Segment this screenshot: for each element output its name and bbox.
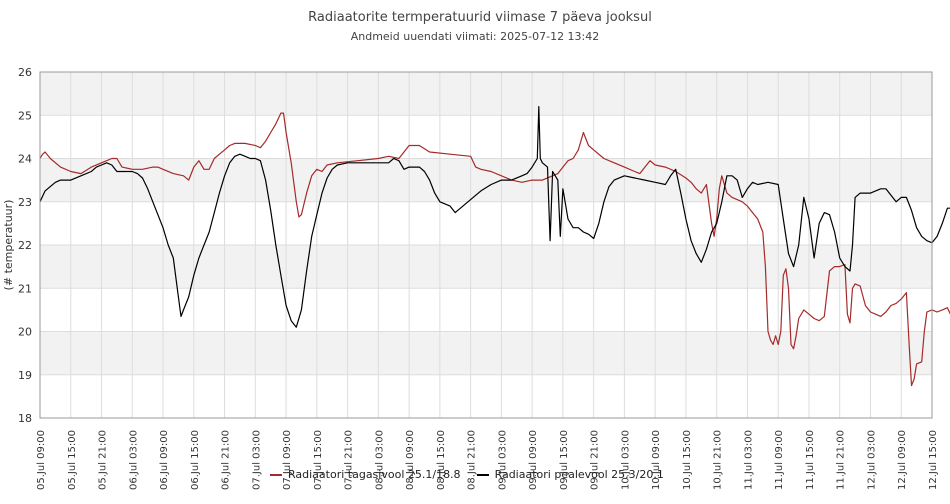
x-tick-label: 11.Jul 03:00 [743,430,754,490]
chart-subtitle: Andmeid uuendati viimati: 2025-07-12 13:… [351,30,600,43]
y-tick-label: 21 [18,282,32,295]
chart-title: Radiaatorite termperatuurid viimase 7 pä… [308,10,652,25]
x-tick-label: 10.Jul 03:00 [620,430,631,490]
x-tick-label: 06.Jul 09:00 [159,430,170,490]
plot-band [40,245,932,289]
x-tick-label: 08.Jul 15:00 [436,430,447,490]
y-tick-label: 19 [18,369,32,382]
x-tick-label: 09.Jul 15:00 [559,430,570,490]
x-tick-label: 08.Jul 09:00 [405,430,416,490]
legend-item[interactable]: Radiaatori tagasivool 25.1/18.8 [270,468,461,481]
plot-band [40,331,932,375]
plot-band [40,158,932,202]
x-tick-label: 06.Jul 03:00 [128,430,139,490]
x-tick-label: 10.Jul 09:00 [651,430,662,490]
plot-border [39,71,933,419]
x-tick-label: 07.Jul 15:00 [313,430,324,490]
x-tick-label: 08.Jul 21:00 [467,430,478,490]
y-tick-label: 23 [18,196,32,209]
x-tick-label: 10.Jul 21:00 [713,430,724,490]
x-tick-label: 09.Jul 21:00 [590,430,601,490]
y-tick-label: 22 [18,239,32,252]
x-tick-label: 11.Jul 15:00 [805,430,816,490]
y-axis-label: (# temperatuur) [2,200,15,291]
y-tick-label: 18 [18,412,32,425]
x-tick-label: 05.Jul 21:00 [98,430,109,490]
x-tick-label: 07.Jul 03:00 [251,430,262,490]
x-tick-label: 05.Jul 15:00 [67,430,78,490]
legend-swatch [270,473,282,476]
x-tick-label: 05.Jul 09:00 [36,430,47,490]
y-tick-label: 20 [18,326,32,339]
legend: Radiaatori tagasivool 25.1/18.8 Radiaato… [270,468,664,481]
y-tick-label: 25 [18,109,32,122]
legend-swatch [476,473,489,476]
x-tick-label: 12.Jul 03:00 [866,430,877,490]
x-tick-label: 07.Jul 21:00 [344,430,355,490]
x-tick-label: 08.Jul 03:00 [374,430,385,490]
x-tick-label: 06.Jul 21:00 [221,430,232,490]
y-axis-ticks: 18 19 20 21 22 23 24 25 26 [18,66,32,425]
legend-label: Radiaatori pealevool 25.3/20.1 [494,468,664,481]
x-tick-label: 09.Jul 03:00 [497,430,508,490]
plot-band [40,72,932,116]
x-tick-label: 07.Jul 09:00 [282,430,293,490]
x-tick-label: 12.Jul 15:00 [928,430,939,490]
x-tick-label: 12.Jul 09:00 [897,430,908,490]
series-line [39,106,950,328]
x-tick-label: 06.Jul 15:00 [190,430,201,490]
legend-label: Radiaatori tagasivool 25.1/18.8 [288,468,461,481]
x-axis-ticks: 05.Jul 09:00 05.Jul 15:00 05.Jul 21:00 06.J… [36,430,939,490]
plot-bands [40,72,932,375]
y-tick-label: 26 [18,66,32,79]
y-tick-label: 24 [18,153,32,166]
x-tick-label: 09.Jul 09:00 [528,430,539,490]
x-tick-label: 10.Jul 15:00 [682,430,693,490]
legend-item[interactable]: Radiaatori pealevool 25.3/20.1 [476,468,664,481]
x-tick-label: 11.Jul 09:00 [774,430,785,490]
x-tick-label: 11.Jul 21:00 [836,430,847,490]
